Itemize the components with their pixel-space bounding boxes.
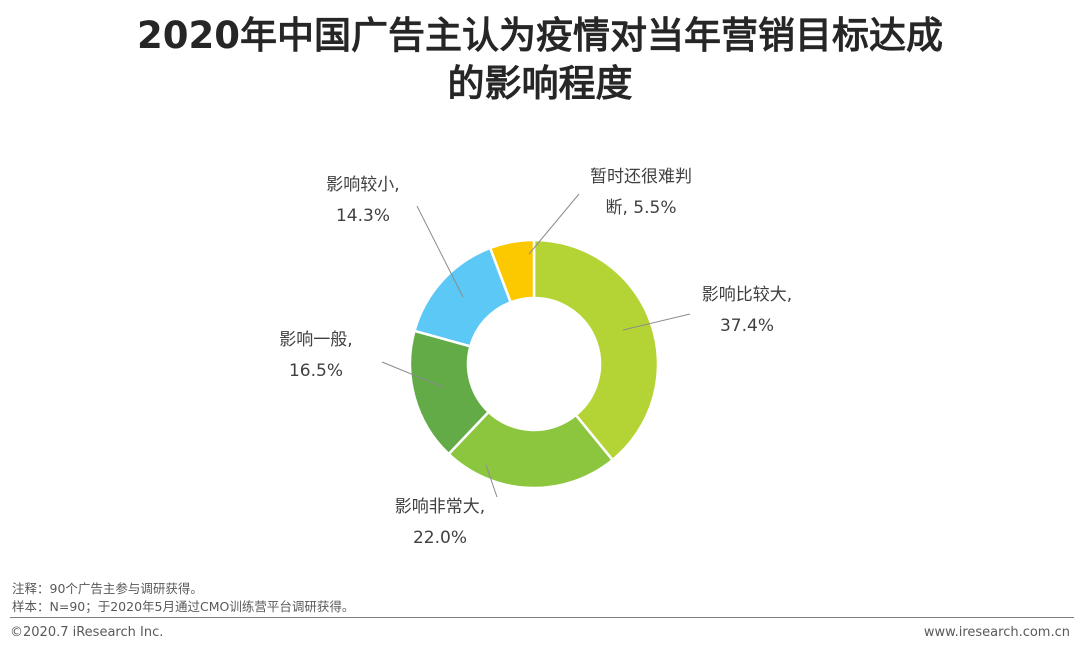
donut-slice-5 — [488, 238, 536, 304]
slice-label-line2-1: 37.4% — [720, 316, 774, 336]
slice-label-1: 影响比较大, 37.4% — [702, 285, 792, 336]
leader-line-5 — [528, 193, 580, 255]
slice-label-line1-2: 影响非常大, — [395, 497, 485, 517]
slice-label-line1-3: 影响一般, — [279, 330, 352, 350]
footer-copyright: ©2020.7 iResearch Inc. — [10, 625, 164, 640]
chart-title-line1: 2020年中国广告主认为疫情对当年营销目标达成 — [137, 14, 943, 57]
chart-title-line2: 的影响程度 — [447, 62, 633, 105]
leader-line-3 — [381, 361, 444, 388]
leader-line-4 — [416, 205, 464, 298]
leader-line-1 — [622, 313, 691, 331]
slice-label-line1-5: 暂时还很难判 — [590, 167, 692, 187]
slice-label-line2-2: 22.0% — [413, 528, 467, 548]
donut-slice-1 — [532, 238, 660, 462]
slice-label-line2-5: 断, 5.5% — [606, 198, 677, 218]
chart-title: 2020年中国广告主认为疫情对当年营销目标达成 的影响程度 — [0, 12, 1080, 108]
slice-label-line2-4: 14.3% — [336, 206, 390, 226]
slice-label-5: 暂时还很难判断, 5.5% — [590, 167, 692, 218]
footer-website[interactable]: www.iresearch.com.cn — [923, 625, 1070, 640]
leader-line-2 — [485, 464, 498, 498]
slice-label-line1-4: 影响较小, — [326, 175, 399, 195]
slice-label-4: 影响较小, 14.3% — [326, 175, 399, 226]
donut-slice-2 — [446, 410, 615, 490]
slice-label-2: 影响非常大, 22.0% — [395, 497, 485, 548]
slice-label-line1-1: 影响比较大, — [702, 285, 792, 305]
slice-label-3: 影响一般, 16.5% — [279, 330, 352, 381]
chart-sample-note: 样本：N=90；于2020年5月通过CMO训练营平台调研获得。 — [12, 599, 355, 614]
slice-label-line2-3: 16.5% — [289, 361, 343, 381]
chart-note: 注释：90个广告主参与调研获得。 — [12, 581, 203, 596]
footer-divider — [10, 617, 1074, 618]
